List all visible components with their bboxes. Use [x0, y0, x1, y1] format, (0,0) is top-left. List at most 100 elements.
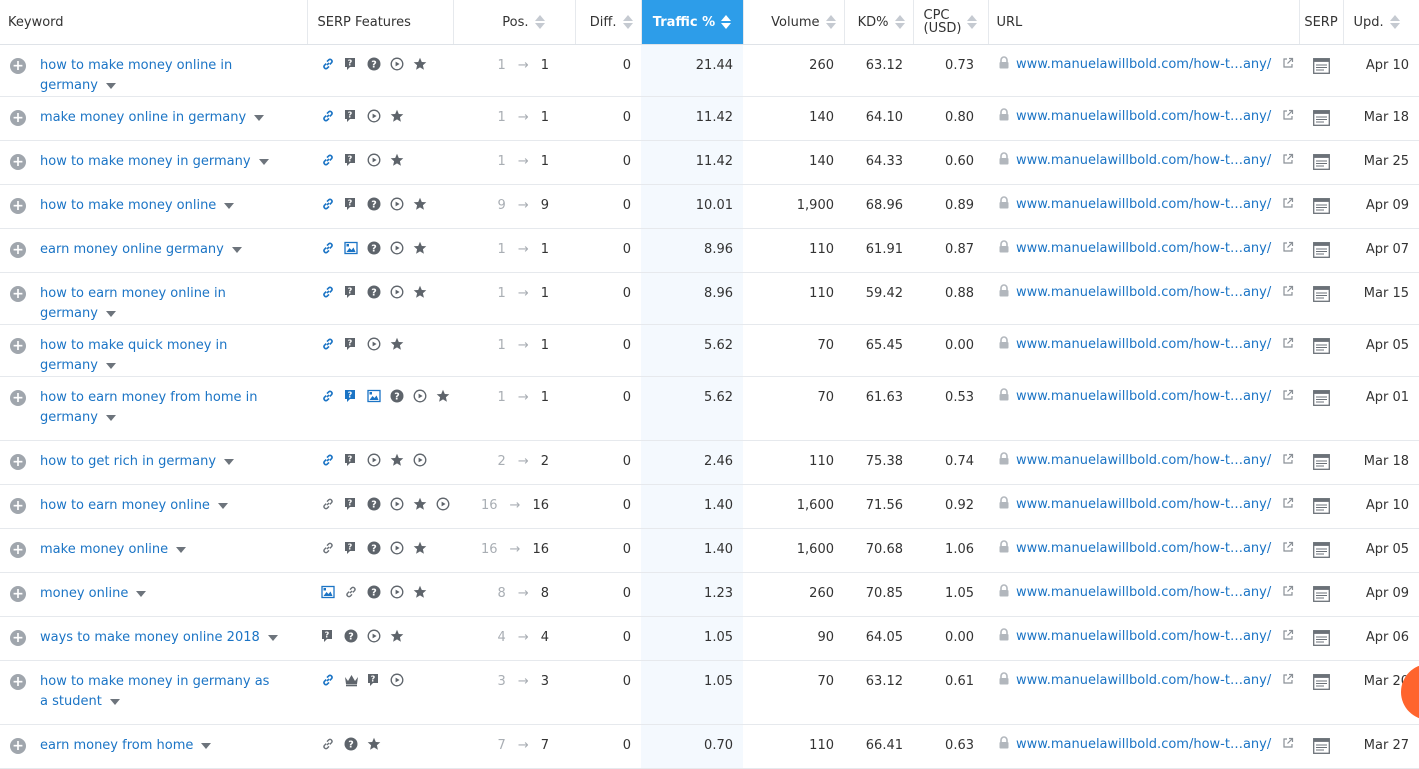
video-icon[interactable]: [390, 673, 404, 687]
question-box-icon[interactable]: ?: [344, 285, 357, 298]
chevron-down-icon[interactable]: [105, 310, 116, 317]
question-box-icon[interactable]: ?: [344, 337, 357, 350]
faq-icon[interactable]: ?: [367, 585, 381, 599]
question-box-icon[interactable]: ?: [344, 57, 357, 70]
add-keyword-icon[interactable]: +: [10, 674, 26, 690]
star-icon[interactable]: [390, 153, 404, 166]
faq-icon[interactable]: ?: [367, 197, 381, 211]
video-icon[interactable]: [390, 497, 404, 511]
serp-snapshot-icon[interactable]: [1299, 58, 1343, 74]
link-gray-icon[interactable]: [321, 497, 334, 510]
serp-snapshot-icon[interactable]: [1299, 738, 1343, 754]
add-keyword-icon[interactable]: +: [10, 498, 26, 514]
faq-icon[interactable]: ?: [367, 497, 381, 511]
sort-icon[interactable]: [622, 15, 633, 29]
link-icon[interactable]: [321, 389, 334, 402]
add-keyword-icon[interactable]: +: [10, 338, 26, 354]
link-icon[interactable]: [321, 453, 334, 466]
add-keyword-icon[interactable]: +: [10, 542, 26, 558]
url-link[interactable]: www.manuelawillbold.com/how-t…any/: [1016, 337, 1272, 352]
external-link-icon[interactable]: [1271, 737, 1294, 753]
add-keyword-icon[interactable]: +: [10, 242, 26, 258]
add-keyword-icon[interactable]: +: [10, 390, 26, 406]
sort-icon[interactable]: [894, 15, 905, 29]
col-keyword[interactable]: Keyword: [0, 0, 308, 45]
col-diff[interactable]: Diff.: [575, 0, 642, 45]
chevron-down-icon[interactable]: [109, 698, 120, 705]
external-link-icon[interactable]: [1271, 585, 1294, 601]
external-link-icon[interactable]: [1271, 541, 1294, 557]
faq-icon[interactable]: ?: [390, 389, 404, 403]
video-icon[interactable]: [367, 109, 381, 123]
sort-icon[interactable]: [534, 15, 545, 29]
keyword-link[interactable]: how to make money in germany as a studen…: [40, 674, 270, 709]
url-link[interactable]: www.manuelawillbold.com/how-t…any/: [1016, 153, 1272, 168]
url-link[interactable]: www.manuelawillbold.com/how-t…any/: [1016, 241, 1272, 256]
chevron-down-icon[interactable]: [231, 246, 242, 253]
external-link-icon[interactable]: [1271, 673, 1294, 689]
video-icon[interactable]: [390, 541, 404, 555]
add-keyword-icon[interactable]: +: [10, 110, 26, 126]
link-icon[interactable]: [321, 337, 334, 350]
video-icon[interactable]: [413, 453, 427, 467]
question-box-blue-icon[interactable]: ?: [344, 389, 357, 402]
col-upd[interactable]: Upd.: [1343, 0, 1419, 45]
question-box-icon[interactable]: ?: [344, 197, 357, 210]
chevron-down-icon[interactable]: [258, 158, 269, 165]
keyword-link[interactable]: how to make quick money in germany: [40, 338, 228, 373]
col-pos[interactable]: Pos.: [453, 0, 576, 45]
serp-snapshot-icon[interactable]: [1299, 198, 1343, 214]
faq-icon[interactable]: ?: [367, 285, 381, 299]
star-icon[interactable]: [390, 109, 404, 122]
video-icon[interactable]: [436, 497, 450, 511]
external-link-icon[interactable]: [1271, 153, 1294, 169]
chevron-down-icon[interactable]: [217, 502, 228, 509]
keyword-link[interactable]: how to earn money online: [40, 498, 210, 513]
video-icon[interactable]: [390, 241, 404, 255]
chevron-down-icon[interactable]: [224, 202, 235, 209]
serp-snapshot-icon[interactable]: [1299, 630, 1343, 646]
video-icon[interactable]: [413, 389, 427, 403]
image-icon[interactable]: [367, 389, 381, 403]
crown-icon[interactable]: [344, 673, 358, 687]
question-box-icon[interactable]: ?: [367, 673, 380, 686]
external-link-icon[interactable]: [1271, 241, 1294, 257]
serp-snapshot-icon[interactable]: [1299, 338, 1343, 354]
question-box-icon[interactable]: ?: [344, 497, 357, 510]
star-icon[interactable]: [367, 737, 381, 750]
keyword-link[interactable]: ways to make money online 2018: [40, 630, 260, 645]
add-keyword-icon[interactable]: +: [10, 286, 26, 302]
add-keyword-icon[interactable]: +: [10, 198, 26, 214]
external-link-icon[interactable]: [1271, 57, 1294, 73]
keyword-link[interactable]: how to earn money online in germany: [40, 286, 226, 321]
keyword-link[interactable]: how to make money online in germany: [40, 58, 233, 93]
chevron-down-icon[interactable]: [254, 114, 265, 121]
keyword-link[interactable]: how to earn money from home in germany: [40, 390, 258, 425]
url-link[interactable]: www.manuelawillbold.com/how-t…any/: [1016, 197, 1272, 212]
external-link-icon[interactable]: [1271, 109, 1294, 125]
link-icon[interactable]: [321, 241, 334, 254]
url-link[interactable]: www.manuelawillbold.com/how-t…any/: [1016, 285, 1272, 300]
star-icon[interactable]: [436, 389, 450, 402]
url-link[interactable]: www.manuelawillbold.com/how-t…any/: [1016, 541, 1272, 556]
sort-icon[interactable]: [721, 15, 732, 29]
sort-icon[interactable]: [825, 15, 836, 29]
link-icon[interactable]: [321, 197, 334, 210]
col-volume[interactable]: Volume: [743, 0, 845, 45]
link-icon[interactable]: [321, 673, 334, 686]
chevron-down-icon[interactable]: [201, 742, 212, 749]
url-link[interactable]: www.manuelawillbold.com/how-t…any/: [1016, 389, 1272, 404]
external-link-icon[interactable]: [1271, 629, 1294, 645]
sort-icon[interactable]: [967, 15, 978, 29]
keyword-link[interactable]: how to make money in germany: [40, 154, 251, 169]
question-box-icon[interactable]: ?: [344, 153, 357, 166]
faq-icon[interactable]: ?: [367, 541, 381, 555]
url-link[interactable]: www.manuelawillbold.com/how-t…any/: [1016, 109, 1272, 124]
serp-snapshot-icon[interactable]: [1299, 454, 1343, 470]
question-box-icon[interactable]: ?: [344, 453, 357, 466]
question-box-icon[interactable]: ?: [344, 109, 357, 122]
add-keyword-icon[interactable]: +: [10, 454, 26, 470]
star-icon[interactable]: [413, 541, 427, 554]
image-icon[interactable]: [321, 585, 335, 599]
video-icon[interactable]: [367, 337, 381, 351]
